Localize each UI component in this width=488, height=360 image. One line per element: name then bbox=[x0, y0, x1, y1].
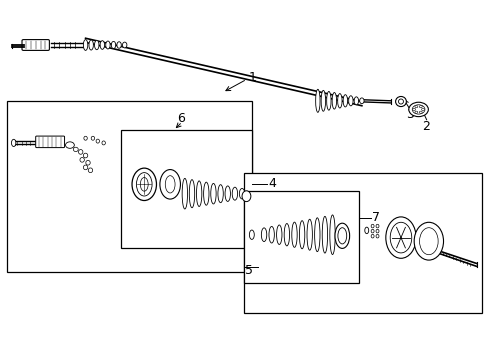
Ellipse shape bbox=[398, 99, 403, 104]
Ellipse shape bbox=[395, 96, 406, 107]
Ellipse shape bbox=[160, 170, 180, 199]
Ellipse shape bbox=[203, 182, 208, 205]
Circle shape bbox=[421, 108, 424, 111]
Ellipse shape bbox=[73, 147, 78, 152]
Circle shape bbox=[418, 105, 421, 108]
Circle shape bbox=[408, 102, 427, 117]
Ellipse shape bbox=[291, 222, 297, 247]
Ellipse shape bbox=[299, 221, 304, 249]
Ellipse shape bbox=[370, 234, 373, 238]
Ellipse shape bbox=[182, 178, 187, 209]
Ellipse shape bbox=[370, 229, 373, 233]
Ellipse shape bbox=[89, 40, 93, 50]
Ellipse shape bbox=[83, 165, 88, 170]
Text: 5: 5 bbox=[245, 264, 253, 277]
Circle shape bbox=[414, 111, 417, 113]
Ellipse shape bbox=[122, 42, 127, 48]
Text: 7: 7 bbox=[371, 211, 379, 224]
Ellipse shape bbox=[111, 41, 116, 49]
Ellipse shape bbox=[140, 177, 148, 191]
Bar bbox=[7, 101, 251, 272]
Ellipse shape bbox=[375, 224, 378, 228]
Ellipse shape bbox=[375, 234, 378, 238]
Ellipse shape bbox=[284, 224, 289, 246]
Ellipse shape bbox=[261, 228, 266, 242]
FancyBboxPatch shape bbox=[36, 136, 64, 148]
Ellipse shape bbox=[96, 139, 100, 143]
Ellipse shape bbox=[348, 96, 352, 106]
Ellipse shape bbox=[353, 97, 358, 105]
Text: 1: 1 bbox=[248, 71, 256, 84]
Bar bbox=[244, 191, 359, 283]
Ellipse shape bbox=[315, 89, 319, 112]
Text: 2: 2 bbox=[422, 120, 429, 133]
Text: 3: 3 bbox=[405, 108, 413, 121]
Ellipse shape bbox=[359, 98, 363, 104]
Ellipse shape bbox=[196, 181, 202, 207]
Ellipse shape bbox=[413, 222, 443, 260]
Bar bbox=[121, 130, 251, 248]
Text: 4: 4 bbox=[267, 177, 275, 190]
Text: 6: 6 bbox=[177, 112, 184, 125]
Circle shape bbox=[412, 108, 415, 111]
Ellipse shape bbox=[385, 217, 415, 258]
Ellipse shape bbox=[343, 95, 347, 107]
Ellipse shape bbox=[242, 191, 250, 202]
Ellipse shape bbox=[83, 153, 88, 158]
Ellipse shape bbox=[370, 224, 373, 228]
Ellipse shape bbox=[268, 226, 274, 243]
Ellipse shape bbox=[117, 42, 121, 48]
Ellipse shape bbox=[132, 168, 156, 201]
Ellipse shape bbox=[306, 219, 312, 250]
Ellipse shape bbox=[83, 40, 88, 50]
Ellipse shape bbox=[321, 90, 325, 111]
Ellipse shape bbox=[94, 40, 99, 50]
Ellipse shape bbox=[239, 189, 244, 199]
Ellipse shape bbox=[276, 225, 282, 244]
Ellipse shape bbox=[78, 150, 83, 154]
Ellipse shape bbox=[218, 185, 223, 203]
Ellipse shape bbox=[337, 94, 342, 108]
Ellipse shape bbox=[232, 187, 237, 200]
Ellipse shape bbox=[329, 215, 335, 255]
Ellipse shape bbox=[331, 93, 336, 109]
Ellipse shape bbox=[419, 228, 437, 255]
FancyBboxPatch shape bbox=[22, 40, 49, 50]
Ellipse shape bbox=[80, 158, 84, 162]
Ellipse shape bbox=[389, 222, 411, 253]
Ellipse shape bbox=[334, 223, 349, 248]
Ellipse shape bbox=[88, 168, 93, 173]
Ellipse shape bbox=[337, 228, 346, 244]
Ellipse shape bbox=[375, 229, 378, 233]
Ellipse shape bbox=[100, 41, 104, 49]
Circle shape bbox=[418, 111, 421, 113]
Ellipse shape bbox=[314, 218, 319, 252]
Ellipse shape bbox=[322, 216, 327, 253]
Ellipse shape bbox=[224, 186, 230, 202]
Ellipse shape bbox=[91, 136, 95, 140]
Circle shape bbox=[414, 105, 417, 108]
Ellipse shape bbox=[249, 230, 254, 239]
Ellipse shape bbox=[84, 136, 87, 140]
Ellipse shape bbox=[136, 173, 152, 196]
Ellipse shape bbox=[189, 180, 194, 208]
Ellipse shape bbox=[165, 176, 175, 193]
Ellipse shape bbox=[326, 91, 330, 110]
Ellipse shape bbox=[102, 141, 105, 145]
Ellipse shape bbox=[12, 139, 16, 147]
Ellipse shape bbox=[85, 161, 90, 165]
Ellipse shape bbox=[105, 41, 110, 49]
Ellipse shape bbox=[364, 227, 368, 234]
Bar bbox=[244, 173, 481, 313]
Ellipse shape bbox=[210, 184, 216, 204]
Circle shape bbox=[411, 105, 424, 114]
